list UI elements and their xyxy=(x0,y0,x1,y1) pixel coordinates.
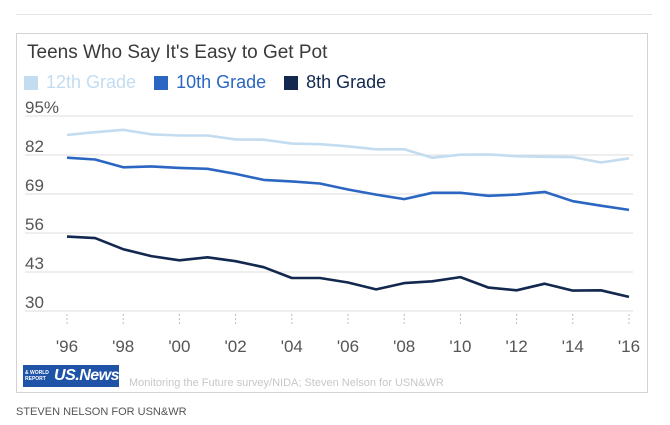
legend-swatch-10th xyxy=(154,75,169,90)
legend-item-8th: 8th Grade xyxy=(284,72,386,93)
legend-swatch-12th xyxy=(24,75,38,90)
legend-swatch-8th xyxy=(284,75,299,90)
x-tick-label: '06 xyxy=(337,337,359,356)
x-tick-label: '98 xyxy=(112,337,134,356)
y-tick-label: 56 xyxy=(25,215,44,234)
photo-credit: STEVEN NELSON FOR USN&WR xyxy=(16,406,187,418)
logo-main-text: US.News xyxy=(54,367,119,384)
y-tick-label: 95% xyxy=(25,98,59,117)
x-tick-label: '04 xyxy=(281,337,303,356)
series-line-0 xyxy=(66,128,630,164)
top-divider xyxy=(16,14,652,15)
y-tick-label: 69 xyxy=(25,176,44,195)
source-note: Monitoring the Future survey/NIDA; Steve… xyxy=(129,377,444,389)
logo-small-text: & WORLD REPORT xyxy=(25,370,49,382)
chart-frame: Teens Who Say It's Easy to Get Pot 12th … xyxy=(16,33,648,393)
legend-item-10th: 10th Grade xyxy=(154,72,266,93)
chart-title: Teens Who Say It's Easy to Get Pot xyxy=(27,42,328,63)
legend-label-10th: 10th Grade xyxy=(176,72,267,92)
x-tick-label: '02 xyxy=(225,337,247,356)
y-tick-label: 30 xyxy=(25,293,44,312)
x-tick-label: '14 xyxy=(562,337,584,356)
x-tick-label: '00 xyxy=(168,337,190,356)
legend-label-8th: 8th Grade xyxy=(306,72,387,92)
x-tick-label: '96 xyxy=(56,337,78,356)
y-tick-label: 43 xyxy=(25,254,44,273)
series-line-2 xyxy=(66,235,630,299)
x-tick-label: '16 xyxy=(618,337,640,356)
usnews-logo: & WORLD REPORT US.News xyxy=(23,365,119,387)
series-line-1 xyxy=(66,156,630,212)
x-tick-label: '10 xyxy=(449,337,471,356)
legend: 12th Grade 10th Grade 8th Grade xyxy=(24,72,386,93)
y-tick-label: 82 xyxy=(25,137,44,156)
x-tick-label: '12 xyxy=(506,337,528,356)
legend-item-12th: 12th Grade xyxy=(24,72,136,93)
line-chart: 30 43 56 69 82 95% '96 '98 '00 '02 '04 '06 '08 '10 '12… xyxy=(25,98,640,356)
x-tick-label: '08 xyxy=(393,337,415,356)
legend-label-12th: 12th Grade xyxy=(46,72,137,92)
